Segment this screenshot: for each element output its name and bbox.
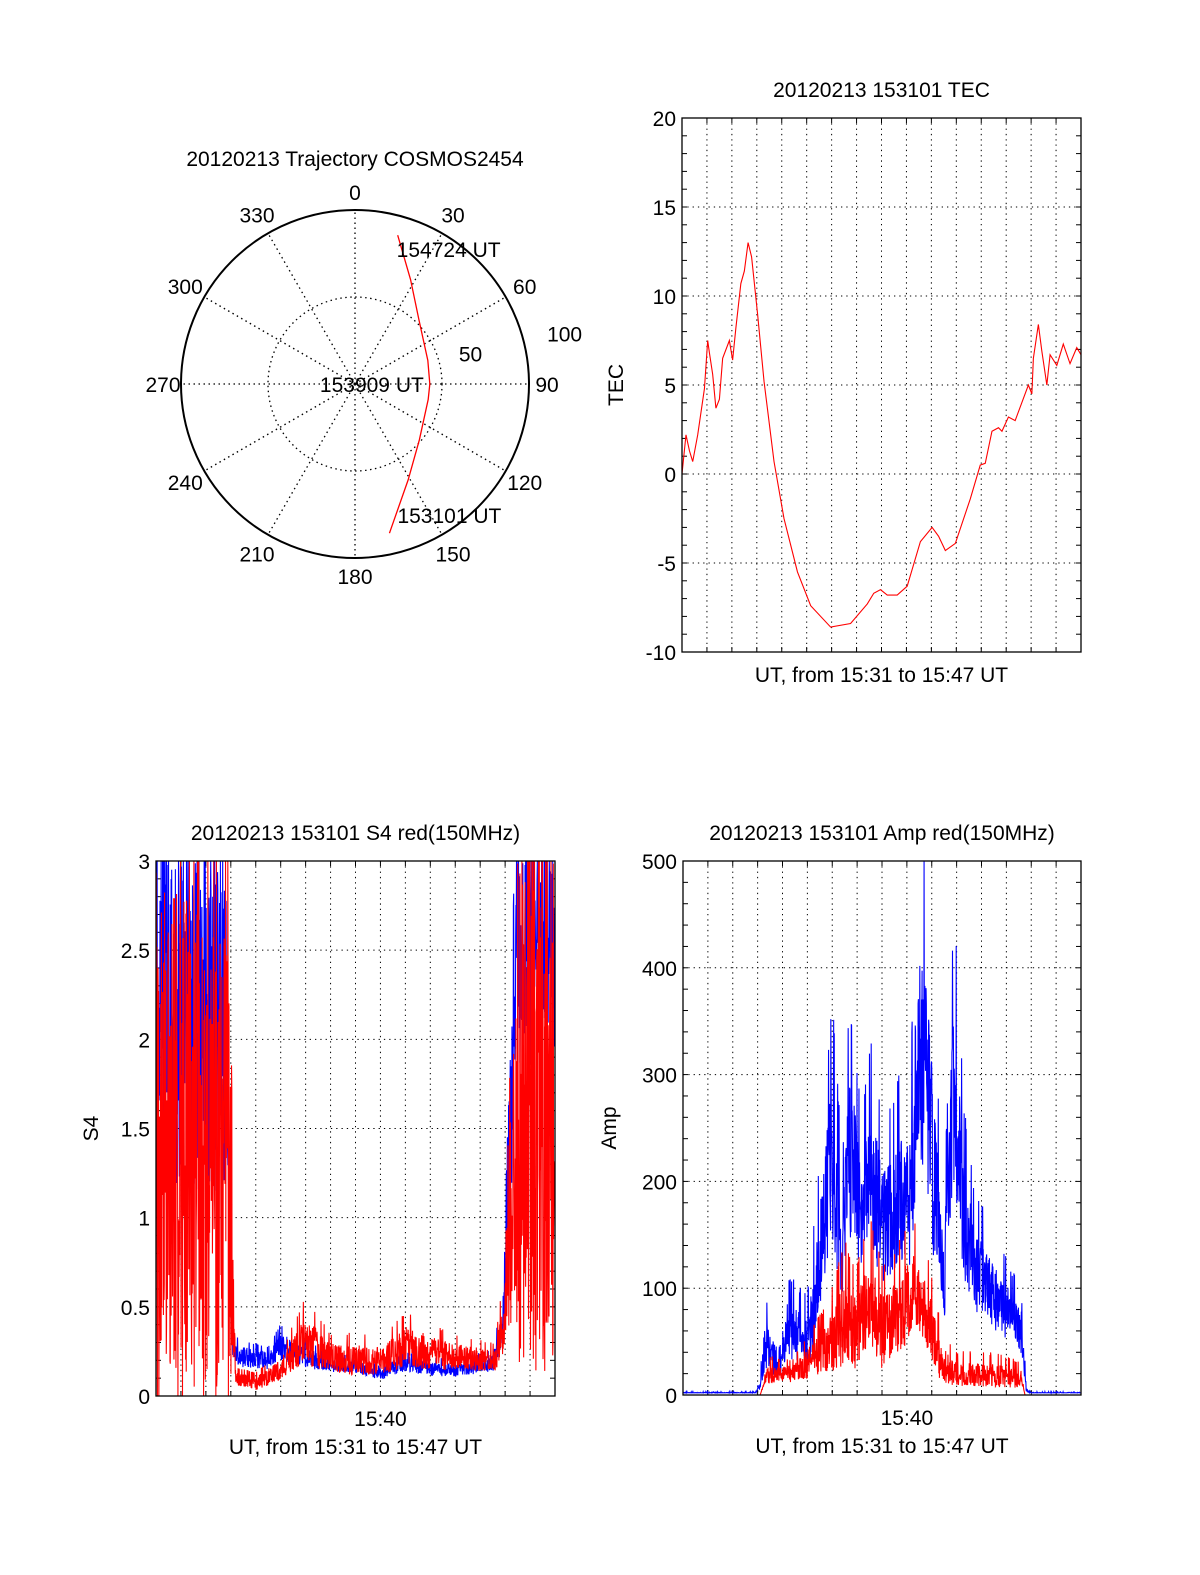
- y-tick-label: 100: [642, 1278, 677, 1301]
- angle-label: 270: [145, 374, 180, 397]
- series-line-blue: [683, 861, 1081, 1395]
- angle-label: 240: [168, 472, 203, 495]
- x-tick-label: 15:40: [881, 1407, 934, 1430]
- y-tick-label: 5: [664, 375, 676, 398]
- angle-label: 0: [349, 182, 361, 205]
- chart-title: 20120213 153101 TEC: [773, 79, 990, 102]
- ring-label: 50: [459, 343, 482, 366]
- polar-spoke: [203, 296, 356, 385]
- y-tick-label: 0: [138, 1386, 150, 1409]
- time-label: 154724 UT: [397, 239, 501, 262]
- y-tick-label: 0: [665, 1385, 677, 1408]
- y-axis-label: S4: [80, 1115, 103, 1141]
- ring-label: 100: [547, 323, 582, 346]
- angle-label: 180: [337, 566, 372, 589]
- x-axis-label: UT, from 15:31 to 15:47 UT: [229, 1436, 482, 1459]
- y-tick-label: 200: [642, 1171, 677, 1194]
- chart-title: 20120213 153101 S4 red(150MHz): [191, 822, 520, 845]
- y-tick-label: 400: [642, 958, 677, 981]
- chart-title: 20120213 Trajectory COSMOS2454: [186, 148, 524, 171]
- polar-spoke: [354, 383, 443, 536]
- angle-label: 330: [239, 204, 274, 227]
- series-line-tec: [682, 242, 1081, 628]
- angle-label: 120: [507, 472, 542, 495]
- y-tick-label: 10: [653, 286, 676, 309]
- series-line-red: [156, 861, 555, 1396]
- y-tick-label: 0: [664, 464, 676, 487]
- plot-frame: [681, 117, 1082, 653]
- polar-spoke: [354, 383, 507, 472]
- polar-trajectory-chart: 20120213 Trajectory COSMOS2454 0 30 60 90 120…: [145, 148, 582, 589]
- trajectory-line: [388, 234, 431, 534]
- time-label: 153101 UT: [397, 505, 501, 528]
- x-tick-label: 15:40: [354, 1408, 407, 1431]
- polar-ring: [267, 296, 443, 472]
- x-axis-label: UT, from 15:31 to 15:47 UT: [755, 664, 1008, 687]
- x-axis-label: UT, from 15:31 to 15:47 UT: [755, 1435, 1008, 1458]
- polar-outer-ring: [180, 209, 530, 559]
- y-tick-label: 2: [138, 1029, 150, 1052]
- angle-label: 90: [535, 374, 558, 397]
- tec-chart: -10 -5 0 5 10 15 20 UT, from 15:31 to 15:47 UT 2…: [605, 79, 1082, 687]
- y-tick-label: 0.5: [121, 1297, 150, 1320]
- angle-label: 150: [435, 544, 470, 567]
- y-tick-label: -5: [657, 553, 676, 576]
- polar-center: [349, 378, 361, 390]
- angle-label: 30: [441, 204, 464, 227]
- polar-spoke: [267, 383, 356, 536]
- polar-spoke: [354, 232, 443, 385]
- y-tick-label: 1.5: [121, 1119, 150, 1142]
- series-line-red: [683, 1221, 1081, 1395]
- y-tick-label: 15: [653, 197, 676, 220]
- s4-chart: 0 0.5 1 1.5 2 2.5 3 15:40 UT, from 15:31 to 15:4…: [80, 822, 556, 1459]
- angle-label: 300: [168, 276, 203, 299]
- y-tick-label: 1: [138, 1208, 150, 1231]
- y-tick-label: 3: [138, 851, 150, 874]
- polar-spoke: [354, 296, 507, 385]
- plot-frame: [155, 860, 556, 1397]
- y-tick-label: 2.5: [121, 940, 150, 963]
- angle-label: 210: [239, 544, 274, 567]
- y-tick-label: 500: [642, 851, 677, 874]
- polar-spoke: [203, 383, 356, 472]
- chart-title: 20120213 153101 Amp red(150MHz): [709, 822, 1055, 845]
- angle-label: 60: [513, 276, 536, 299]
- y-tick-label: -10: [646, 642, 676, 665]
- time-label: 153909 UT: [320, 374, 424, 397]
- y-tick-label: 20: [653, 108, 676, 131]
- y-tick-label: 300: [642, 1065, 677, 1088]
- y-axis-label: TEC: [605, 364, 628, 406]
- plot-frame: [682, 860, 1082, 1396]
- y-axis-label: Amp: [598, 1106, 621, 1149]
- amp-chart: 0 100 200 300 400 500 15:40 UT, from 15:31 to 1…: [598, 822, 1082, 1458]
- polar-spoke: [267, 232, 356, 385]
